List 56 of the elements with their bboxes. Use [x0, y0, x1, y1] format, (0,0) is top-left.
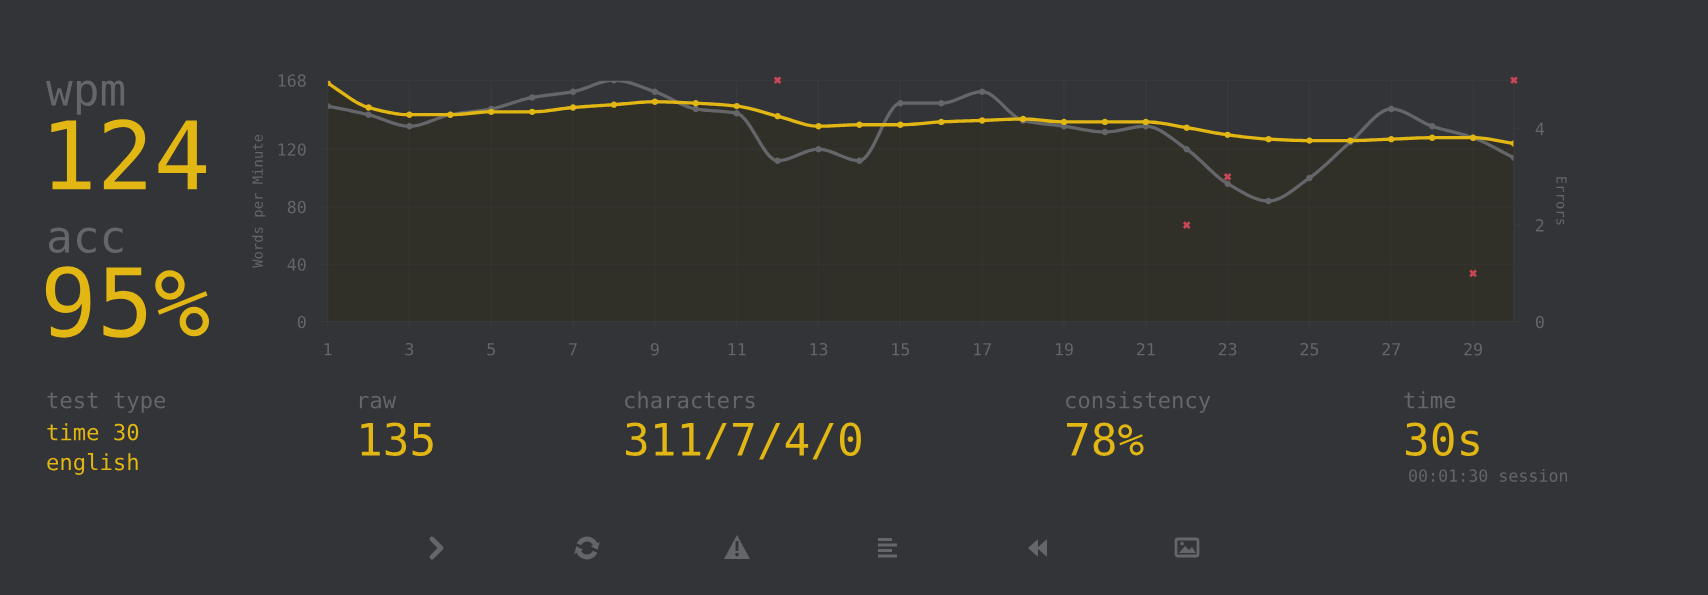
text: 30s [1405, 422, 1479, 457]
point [1224, 180, 1231, 187]
text: time 30 [47, 423, 139, 441]
point [651, 98, 659, 105]
point [1101, 118, 1109, 126]
point [1428, 134, 1436, 141]
point [692, 105, 699, 113]
point [569, 88, 577, 95]
point [978, 117, 986, 124]
point [1182, 221, 1191, 229]
point [365, 111, 372, 118]
point [1428, 123, 1436, 130]
point [897, 121, 904, 128]
point [856, 121, 863, 128]
point [773, 76, 782, 84]
point [1388, 135, 1395, 143]
point [1306, 137, 1313, 144]
point [692, 100, 699, 107]
point [733, 102, 740, 110]
text: 95% [45, 266, 210, 338]
point [897, 100, 904, 107]
point [651, 88, 659, 95]
point [528, 108, 536, 116]
point [1510, 76, 1518, 84]
point [1142, 118, 1149, 126]
point [938, 100, 945, 107]
point [733, 110, 740, 117]
text: 135 [361, 422, 433, 457]
point [1224, 131, 1231, 139]
point [938, 118, 945, 126]
point [856, 157, 863, 164]
point [569, 104, 577, 111]
point [1223, 173, 1232, 181]
point [774, 112, 781, 120]
text: 124 [51, 119, 207, 190]
point [978, 88, 986, 95]
text: english [47, 453, 138, 475]
point [1306, 174, 1313, 182]
point [815, 146, 822, 153]
point [528, 94, 536, 101]
point [1469, 269, 1477, 278]
point [406, 111, 413, 118]
point [1183, 124, 1190, 131]
point [406, 123, 413, 130]
point [1265, 135, 1272, 143]
point [365, 104, 372, 111]
point [1101, 128, 1109, 136]
text: 311/7/4/0 [625, 422, 861, 460]
point [610, 101, 618, 108]
point [1265, 197, 1272, 205]
point [1060, 118, 1068, 126]
point [815, 123, 822, 130]
point [1183, 146, 1190, 153]
point [1388, 105, 1395, 113]
text: 78% [1067, 422, 1144, 457]
point [774, 157, 781, 164]
